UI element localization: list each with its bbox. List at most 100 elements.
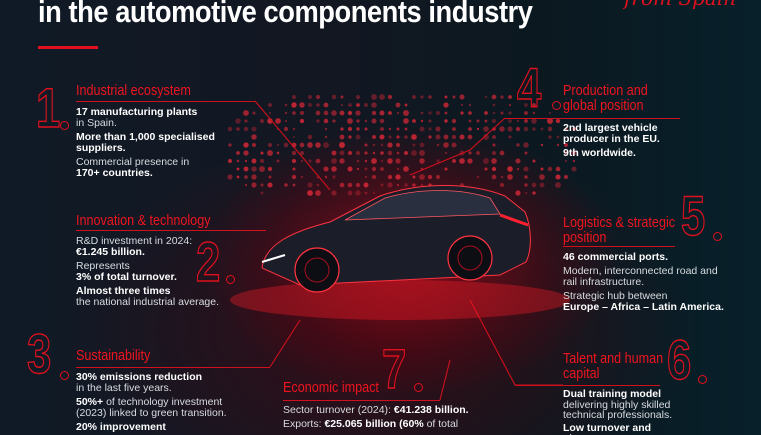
map-dot [499, 150, 505, 156]
map-dot [539, 182, 545, 188]
map-dot [276, 159, 280, 163]
map-dot [228, 143, 232, 147]
map-dot [564, 127, 568, 131]
fact-bold: €1.245 billion. [76, 245, 145, 258]
map-dot [371, 158, 377, 164]
section-number: 2 [195, 230, 221, 293]
map-dot [339, 182, 345, 188]
map-dot [228, 159, 232, 163]
map-dot [435, 110, 441, 116]
map-dot [444, 119, 448, 123]
section-number: 4 [516, 56, 542, 119]
map-dot [299, 102, 305, 108]
map-dot [324, 175, 328, 179]
map-dot [347, 166, 353, 172]
map-dot [252, 111, 256, 115]
map-dot [251, 142, 257, 148]
map-dot [339, 142, 345, 148]
map-dot [524, 111, 528, 115]
map-dot [243, 126, 249, 132]
map-dot [388, 111, 392, 115]
fact-bold: 46 commercial ports. [563, 251, 669, 263]
map-dot [291, 158, 297, 164]
map-dot [316, 183, 320, 187]
fact-text: Exports: [283, 418, 322, 431]
map-dot [356, 127, 360, 131]
map-dot [364, 159, 368, 163]
map-dot [291, 102, 297, 108]
number-dot [713, 232, 722, 241]
map-dot [267, 150, 273, 156]
map-dot [387, 150, 393, 156]
map-dot [484, 111, 488, 115]
map-dot [259, 166, 265, 172]
map-dot [388, 127, 392, 131]
map-dot [459, 158, 465, 164]
map-dot [379, 110, 385, 116]
map-dot [524, 183, 528, 187]
map-dot [564, 175, 568, 179]
heading-rule [76, 367, 270, 369]
map-dot [308, 159, 312, 163]
map-dot [251, 126, 257, 132]
map-dot [315, 94, 321, 100]
map-dot [251, 182, 257, 188]
map-dot [284, 119, 288, 123]
map-dot [443, 134, 449, 140]
map-dot [276, 151, 280, 155]
map-dot [235, 118, 241, 124]
map-dot [396, 151, 400, 155]
map-dot [243, 142, 249, 148]
map-dot [268, 103, 272, 107]
map-dot [299, 142, 305, 148]
fact-text: in the last five years. [76, 381, 172, 394]
map-dot [516, 119, 520, 123]
map-dot [356, 95, 360, 99]
map-dot [451, 118, 457, 124]
car [230, 185, 570, 320]
map-dot [459, 94, 465, 100]
map-dot [516, 143, 520, 147]
map-dot [524, 175, 528, 179]
map-dot [243, 166, 249, 172]
fact-bold: €41.238 billion. [393, 404, 469, 416]
map-dot [379, 118, 385, 124]
map-dot [227, 174, 233, 180]
map-dot [444, 95, 448, 99]
map-dot [508, 103, 512, 107]
map-dot [452, 95, 456, 99]
map-dot [395, 102, 401, 108]
map-dot [380, 159, 384, 163]
tagline-script: from Spain [624, 0, 736, 10]
map-dot [340, 103, 344, 107]
section-body: Sector turnover (2024): €41.238 billion.… [283, 405, 483, 434]
map-dot [499, 182, 505, 188]
fact-bold: 20% improvement [76, 421, 166, 434]
map-dot [364, 175, 368, 179]
map-dot [524, 191, 528, 195]
map-dot [331, 110, 337, 116]
map-dot [404, 127, 408, 131]
map-dot [356, 159, 360, 163]
map-dot [356, 167, 360, 171]
fact-bold: Low turnover and strong [563, 421, 652, 435]
map-dot [339, 150, 345, 156]
map-dot [523, 166, 529, 172]
map-dot [356, 119, 360, 123]
map-dot [412, 143, 416, 147]
map-dot [524, 151, 528, 155]
map-dot [547, 166, 553, 172]
map-dot [292, 135, 296, 139]
map-dot [468, 151, 472, 155]
map-dot [371, 166, 377, 172]
map-dot [371, 134, 377, 140]
map-dot [484, 167, 488, 171]
map-dot [395, 174, 401, 180]
map-dot [355, 190, 361, 196]
heading-rule [76, 101, 255, 103]
map-dot [355, 182, 361, 188]
map-dot [244, 119, 248, 123]
map-dot [435, 126, 441, 132]
map-dot [380, 183, 384, 187]
map-dot [227, 126, 233, 132]
